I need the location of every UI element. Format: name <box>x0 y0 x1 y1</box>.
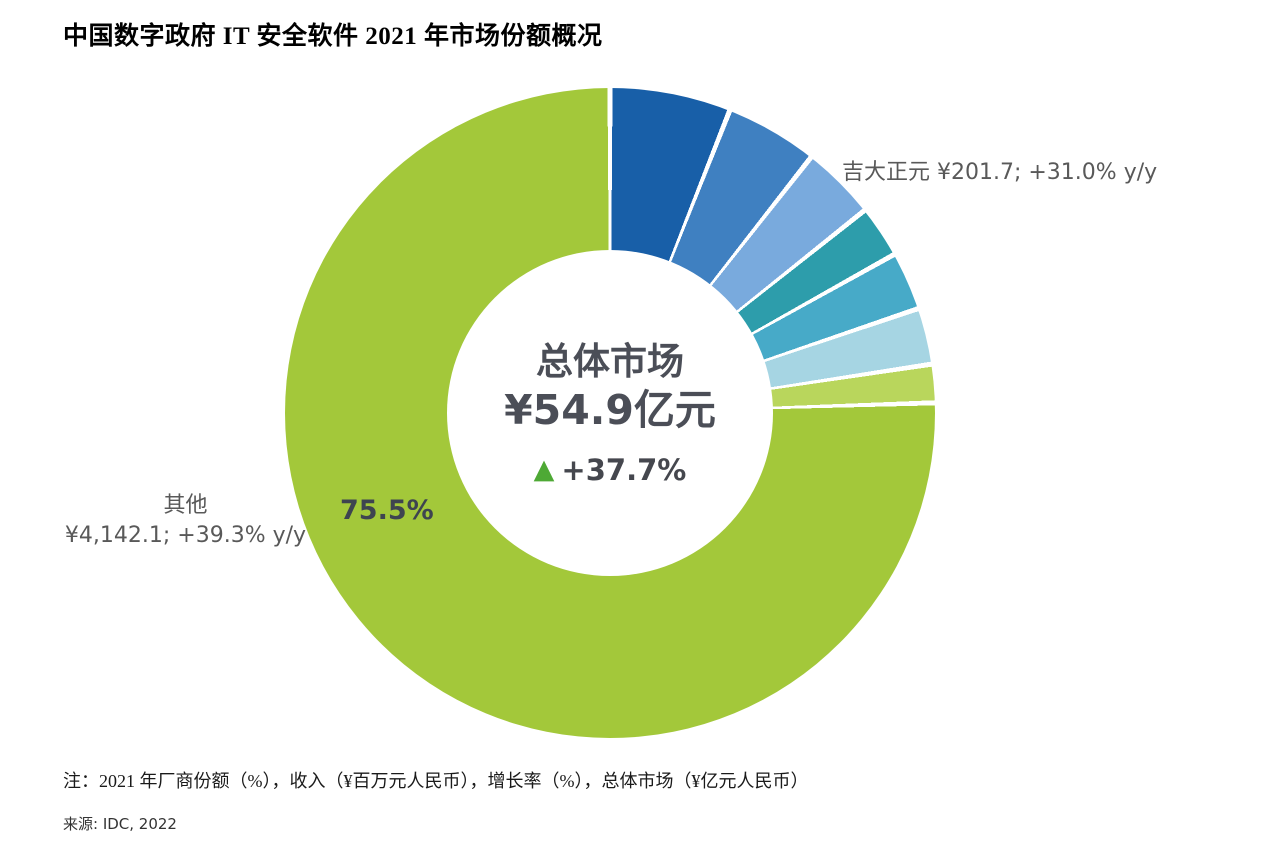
label-jidazhengyuan: 吉大正元 ¥201.7; +31.0% y/y <box>842 160 1158 185</box>
label-other-share: 75.5% <box>340 495 434 526</box>
center-market-title: 总体市场 <box>536 340 684 384</box>
center-growth-value: +37.7% <box>561 452 687 487</box>
label-other-name: 其他 <box>163 493 208 518</box>
up-triangle-icon: ▲ <box>533 454 555 486</box>
label-other: 其他 ¥4,142.1; +39.3% y/y <box>62 491 309 551</box>
donut-chart: 总体市场 ¥54.9亿元 ▲ +37.7% 吉大正元 ¥201.7; +31.0… <box>65 88 1157 738</box>
chart-title: 中国数字政府 IT 安全软件 2021 年市场份额概况 <box>63 23 603 50</box>
center-market-value: ¥54.9亿元 <box>504 385 716 434</box>
footnote: 注：2021 年厂商份额（%），收入（¥百万元人民币），增长率（%），总体市场（… <box>63 771 809 791</box>
label-other-value: ¥4,142.1; +39.3% y/y <box>64 523 307 548</box>
source-line: 来源: IDC, 2022 <box>63 815 177 833</box>
center-growth: ▲ +37.7% <box>534 453 687 487</box>
donut-center: 总体市场 ¥54.9亿元 ▲ +37.7% <box>447 250 773 576</box>
